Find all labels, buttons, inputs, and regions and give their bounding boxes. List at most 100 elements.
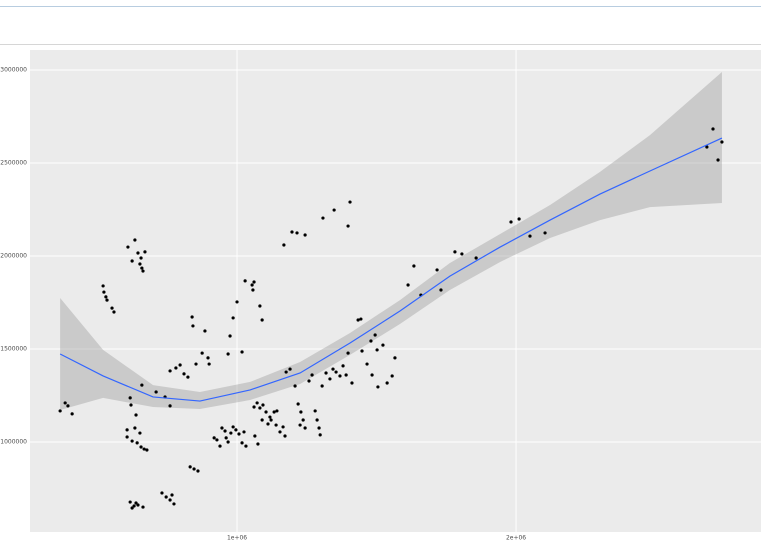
point [375,348,379,352]
point [288,367,292,371]
point [274,423,278,427]
point [264,410,268,414]
point [105,298,109,302]
point [164,495,168,499]
point [293,384,297,388]
point [348,200,352,204]
point [385,381,389,385]
point [133,426,137,430]
point [332,208,336,212]
point [188,465,192,469]
point [133,238,137,242]
point [370,373,374,377]
point [145,448,149,452]
point [303,233,307,237]
point [70,412,74,416]
point [168,369,172,373]
point [474,256,478,260]
point [63,401,67,405]
point [282,243,286,247]
point [324,371,328,375]
point [126,245,130,249]
point [129,403,133,407]
point [231,316,235,320]
point [460,252,464,256]
point [234,428,238,432]
point [290,230,294,234]
point [228,334,232,338]
point [284,370,288,374]
point [229,431,233,435]
point [350,381,354,385]
point [381,343,385,347]
point [328,377,332,381]
point [200,351,204,355]
point [453,250,457,254]
point [143,250,147,254]
smooth-line [59,137,723,402]
point [141,505,145,509]
point [307,379,311,383]
point [240,441,244,445]
point [237,432,241,436]
point [168,498,172,502]
y-tick-label: 2500000 [0,159,27,166]
point [346,351,350,355]
point [310,373,314,377]
point [218,444,222,448]
point [212,436,216,440]
point [240,350,244,354]
point [435,268,439,272]
point [269,418,273,422]
point [360,349,364,353]
point [190,315,194,319]
point [313,409,317,413]
point [253,434,257,438]
point [134,501,138,505]
point [186,375,190,379]
point [509,220,513,224]
point [231,425,235,429]
point [125,428,129,432]
y-tick-label: 2000000 [0,252,27,259]
point [178,363,182,367]
point [226,352,230,356]
point [223,429,227,433]
point [359,317,363,321]
point [321,216,325,220]
point [235,300,239,304]
point [341,364,345,368]
point [303,426,307,430]
point [139,256,143,260]
point [283,434,287,438]
point [134,413,138,417]
x-tick-label: 2e+06 [506,535,526,542]
point [296,402,300,406]
point [206,356,210,360]
point [260,418,264,422]
point [344,373,348,377]
point [517,217,521,221]
point [439,288,443,292]
point [295,231,299,235]
point [140,383,144,387]
point [390,374,394,378]
point [110,306,114,310]
point [244,444,248,448]
point [272,410,276,414]
point [258,304,262,308]
point [220,426,224,430]
point [315,418,319,422]
point [346,224,350,228]
point [412,264,416,268]
point [139,445,143,449]
point [243,279,247,283]
y-tick-label: 3000000 [0,66,27,73]
point [140,266,144,270]
point [58,409,62,413]
point [160,491,164,495]
point [278,430,282,434]
point [242,430,246,434]
point [136,503,140,507]
